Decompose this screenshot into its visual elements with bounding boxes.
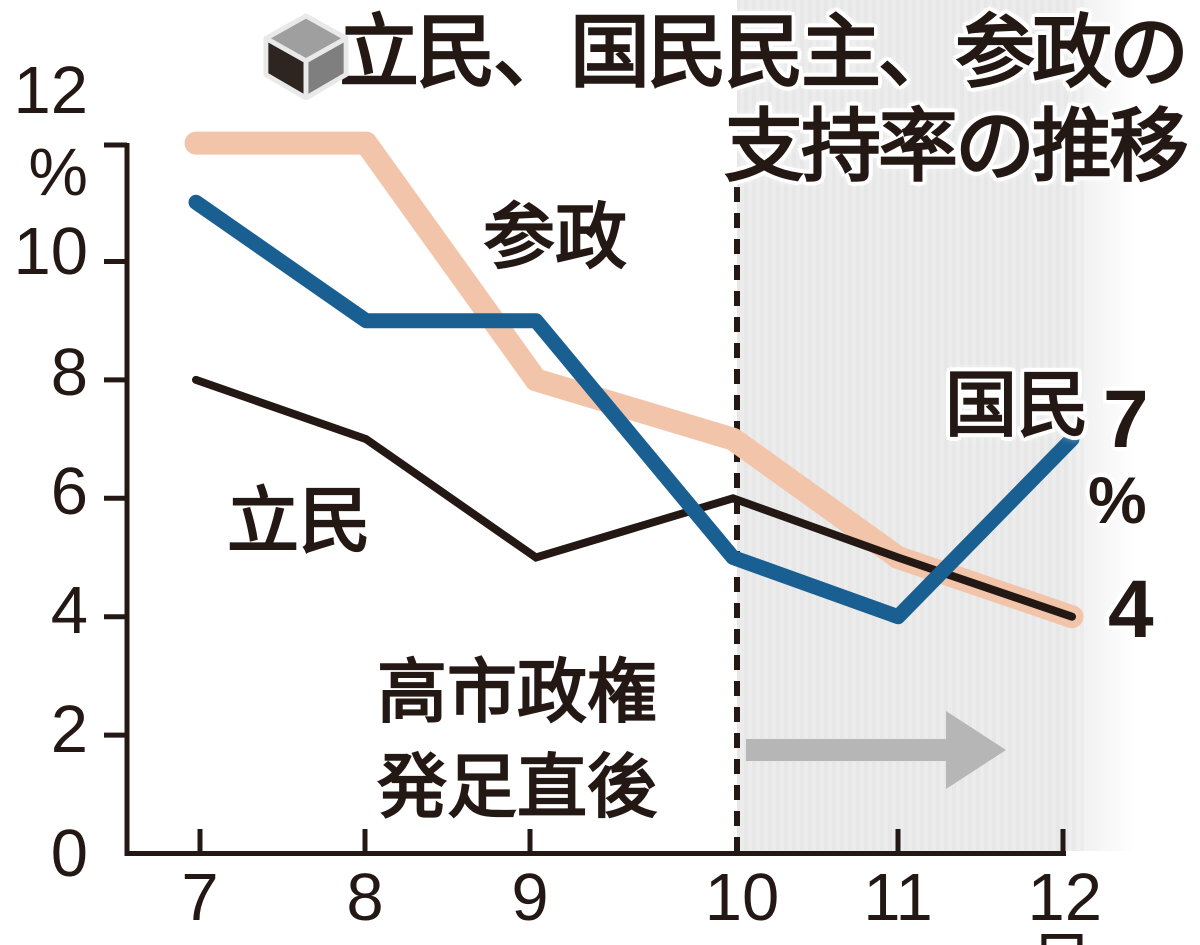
y-axis-label-4: 4 [50,573,88,648]
chart-title: 立民、国民民主、参政の 支持率の推移 [339,6,1189,194]
axes [104,142,1066,856]
y-axis-label-8: 8 [50,335,88,410]
series-label-kokumin: 国民 [945,366,1090,446]
series-line-kokumin [188,194,1080,625]
ballot-box-cube-icon [263,13,349,100]
x-axis-label-11: 11 [863,860,933,935]
x-axis-label-7: 7 [181,860,219,935]
y-axis-label-6: 6 [50,454,88,529]
y-axis-label-0: 0 [50,816,88,891]
event-annotation: 高市政権 発足直後 [377,645,657,835]
series-label-rikumin: 立民 [227,482,372,562]
event-annotation-line1: 高市政権 [377,653,657,731]
y-axis-label-12: 12 [13,53,88,128]
x-axis-label-12: 12月 [1027,860,1103,945]
end-value-bottom: 4 [1108,564,1154,655]
end-unit-kokumin: % [1088,463,1147,537]
y-axis-label-pct: % [28,135,88,210]
chart-title-line2: 支持率の推移 [724,102,1189,191]
x-axis-label-10: 10 [704,860,780,935]
y-axis-label-10: 10 [13,214,88,289]
post-event-shading-texture [737,0,1085,851]
series-label-sansei: 参政 [483,198,628,278]
event-annotation-line2: 発足直後 [377,748,657,826]
chart-title-line1: 立民、国民民主、参政の [339,8,1189,97]
x-axis-label-9: 9 [511,860,549,935]
end-value-kokumin: 7 [1103,374,1149,465]
x-axis-label-8: 8 [346,860,384,935]
y-axis-label-2: 2 [50,692,88,767]
series-line-rikumin [192,375,1076,621]
timeline-arrow [746,711,1006,789]
